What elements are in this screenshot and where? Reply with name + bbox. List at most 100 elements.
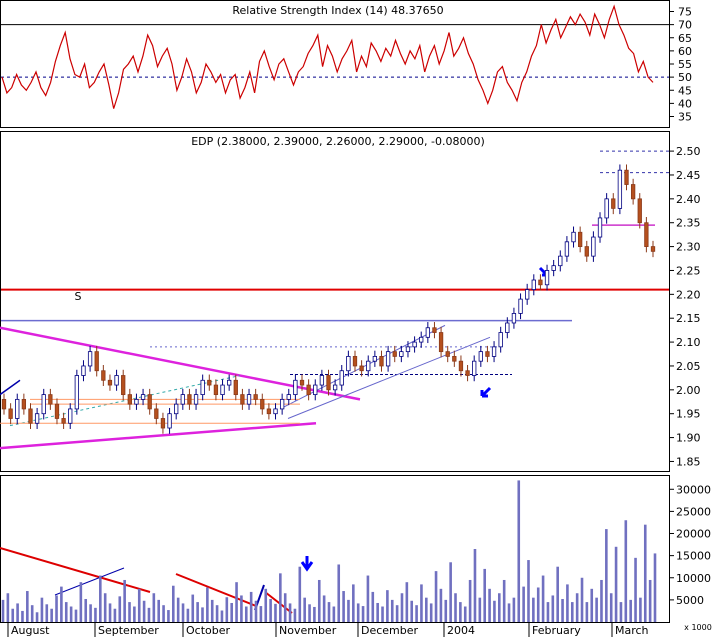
volume-axis: 5000 10000 15000 20000 25000 30000 (669, 483, 711, 607)
volume-bar-30 (147, 607, 151, 622)
candle-body-24 (160, 418, 166, 429)
volume-bar-113 (551, 595, 555, 622)
volume-tick-label-5: 30000 (676, 483, 711, 496)
volume-bar-41 (201, 607, 204, 622)
start-blue-line (0, 379, 21, 396)
volume-bar-116 (566, 584, 569, 622)
price-tick-label-10: 2.35 (676, 217, 701, 230)
volume-bar-92 (449, 562, 452, 622)
volume-trend-blue-1 (54, 567, 125, 596)
price-tick-label-11: 2.40 (676, 193, 701, 206)
volume-bar-25 (123, 579, 126, 622)
candle-body-66 (438, 332, 444, 353)
volume-bar-13 (64, 602, 68, 622)
price-tick-label-9: 2.30 (676, 241, 701, 254)
volume-bar-21 (103, 593, 107, 622)
candle-body-1 (8, 408, 13, 419)
volume-bar-75 (366, 575, 370, 622)
volume-bar-37 (181, 603, 185, 622)
arrow-up-left-icon (480, 386, 492, 398)
rsi-tick-label-6: 65 (678, 32, 692, 45)
candle-body-37 (246, 394, 252, 405)
volume-bar-122 (595, 597, 598, 622)
price-panel-frame (0, 131, 670, 472)
candle-body-32 (213, 384, 219, 396)
candle-body-4 (28, 408, 33, 424)
candle-body-68 (452, 356, 457, 362)
volume-bar-2 (11, 608, 15, 622)
volume-bar-11 (55, 595, 58, 622)
volume-bar-9 (45, 604, 49, 622)
volume-bar-105 (512, 597, 516, 622)
volume-bar-126 (614, 546, 618, 622)
candle-body-67 (445, 351, 450, 357)
volume-bar-10 (50, 608, 53, 622)
candle-body-10 (68, 408, 73, 424)
volume-bar-73 (356, 603, 360, 622)
candle-body-44 (293, 379, 298, 396)
volume-bar-115 (561, 598, 564, 622)
candle-body-13 (87, 351, 93, 367)
volume-bar-97 (473, 549, 477, 622)
volume-bar-101 (493, 600, 496, 622)
candle-body-7 (48, 394, 53, 405)
volume-bar-12 (60, 586, 63, 622)
volume-bar-80 (390, 599, 394, 622)
rsi-tick-label-2: 45 (678, 84, 692, 97)
volume-bar-65 (317, 579, 321, 622)
candle-body-74 (491, 346, 497, 357)
candle-body-53 (352, 356, 358, 367)
month-label-2: October (186, 624, 230, 637)
candle-body-87 (578, 231, 583, 247)
volume-bar-1 (6, 593, 10, 622)
candle-body-22 (147, 394, 152, 410)
volume-bar-111 (541, 575, 545, 622)
candle-body-31 (207, 379, 212, 386)
volume-bar-68 (332, 606, 336, 622)
volume-bar-54 (264, 588, 268, 622)
volume-bar-89 (434, 571, 438, 622)
volume-trend-red-3 (264, 591, 293, 614)
volume-bar-133 (648, 579, 652, 622)
price-tick-label-3: 2.00 (676, 384, 701, 397)
candle-body-3 (21, 398, 27, 410)
volume-bar-90 (439, 588, 443, 622)
volume-bar-58 (283, 593, 287, 622)
candle-body-59 (392, 351, 397, 357)
volume-bar-130 (634, 557, 637, 622)
candle-body-56 (372, 356, 378, 362)
candle-body-77 (511, 313, 517, 324)
candle-body-88 (584, 246, 589, 257)
volume-bar-52 (254, 600, 258, 622)
candle-body-95 (630, 184, 636, 200)
volume-bar-19 (94, 607, 97, 622)
volume-bar-57 (279, 573, 282, 622)
volume-bar-84 (410, 600, 414, 622)
volume-tick-label-2: 15000 (676, 550, 711, 563)
volume-bar-87 (425, 597, 428, 622)
volume-bar-129 (629, 599, 632, 622)
candle-body-81 (538, 279, 543, 286)
candle-body-23 (154, 408, 159, 419)
rsi-series (1, 4, 654, 109)
volume-bar-32 (157, 599, 161, 622)
candle-body-98 (650, 246, 656, 252)
volume-bar-36 (176, 597, 180, 622)
volume-bar-110 (536, 587, 540, 622)
volume-bar-77 (376, 602, 379, 622)
candle-body-26 (174, 403, 179, 415)
candle-body-78 (518, 298, 523, 314)
volume-bar-91 (444, 599, 448, 622)
volume-bar-95 (463, 606, 467, 622)
month-label-4: December (361, 624, 419, 637)
volume-bar-70 (342, 591, 345, 622)
candle-body-41 (273, 408, 278, 415)
volume-bar-74 (361, 606, 365, 622)
candle-body-46 (306, 384, 311, 396)
candle-body-27 (180, 394, 185, 405)
candle-body-0 (1, 398, 7, 410)
candle-body-84 (558, 255, 563, 267)
volume-bar-93 (454, 593, 457, 622)
candle-body-8 (54, 403, 60, 419)
volume-bar-103 (502, 579, 506, 622)
